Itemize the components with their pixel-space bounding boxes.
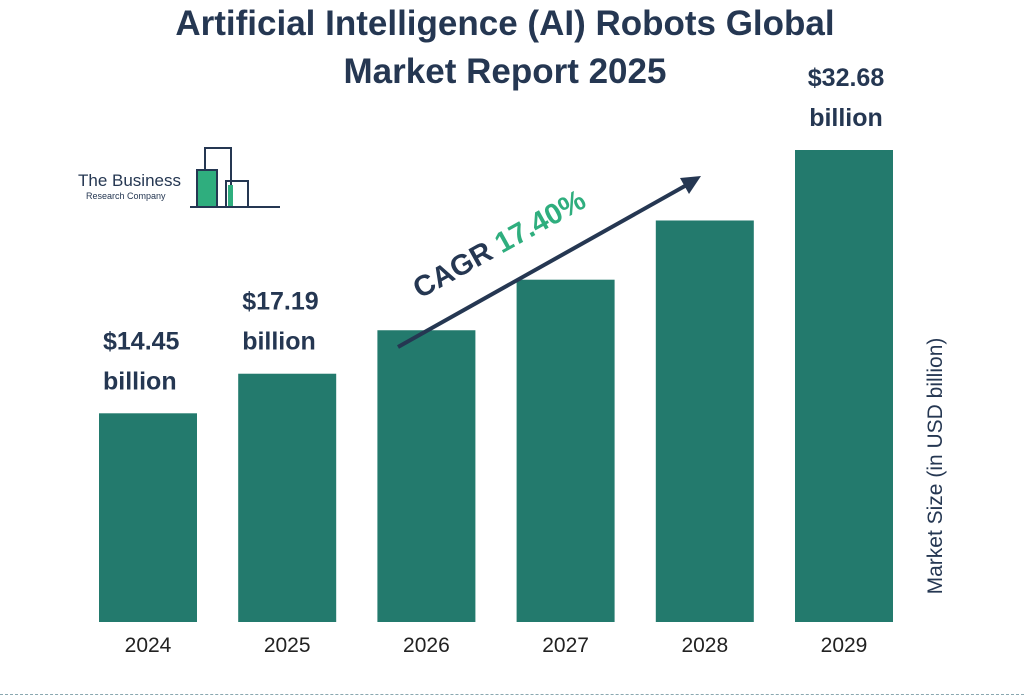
chart-title-line-1: Artificial Intelligence (AI) Robots Glob… bbox=[175, 4, 835, 43]
x-tick-label-2024: 2024 bbox=[125, 634, 172, 657]
cagr-arrow-head-icon bbox=[680, 176, 701, 194]
logo-text-secondary: Research Company bbox=[86, 191, 166, 201]
chart-title-line-2: Market Report 2025 bbox=[343, 52, 667, 91]
value-label-2024: $14.45 billion bbox=[103, 327, 180, 395]
value-label-2025: $17.19 billion bbox=[242, 288, 318, 356]
value-label-2029: $32.68 billion bbox=[808, 64, 885, 132]
x-tick-label-2029: 2029 bbox=[821, 634, 868, 657]
bar-value-labels: $14.45 billion $17.19 billion $32.68 billion bbox=[103, 64, 884, 395]
x-tick-labels: 2024 2025 2026 2027 2028 2029 bbox=[125, 634, 868, 657]
bar-2025 bbox=[238, 373, 337, 622]
bottom-divider bbox=[0, 694, 1024, 695]
bar-2024 bbox=[99, 413, 197, 622]
building-icon bbox=[190, 147, 280, 208]
bar-2027 bbox=[516, 279, 615, 622]
x-tick-label-2028: 2028 bbox=[681, 634, 728, 657]
cagr-arrow-line bbox=[397, 180, 693, 349]
x-tick-label-2026: 2026 bbox=[403, 634, 450, 657]
y-axis-label: Market Size (in USD billion) bbox=[924, 338, 947, 595]
x-tick-label-2025: 2025 bbox=[264, 634, 311, 657]
bars-group bbox=[99, 150, 893, 623]
logo-text-primary: The Business bbox=[78, 171, 181, 190]
company-logo: The Business Research Company bbox=[78, 147, 288, 211]
chart-title: Artificial Intelligence (AI) Robots Glob… bbox=[0, 0, 1010, 96]
bar-2026 bbox=[377, 330, 476, 622]
bar-2028 bbox=[655, 220, 754, 623]
bar-2029 bbox=[795, 150, 893, 622]
x-tick-label-2027: 2027 bbox=[542, 634, 589, 657]
